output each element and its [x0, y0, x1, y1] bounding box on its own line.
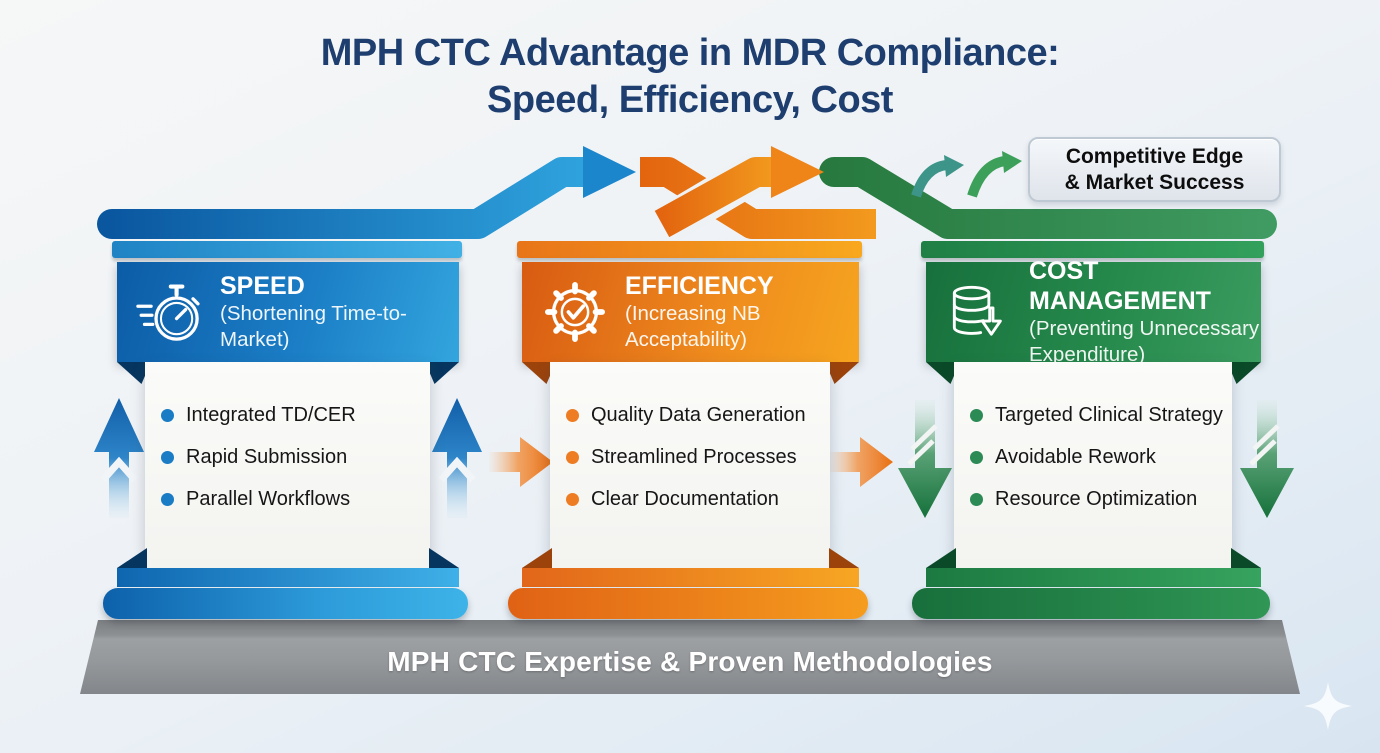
column-cost-top-bar [921, 241, 1264, 258]
bullet-dot [970, 409, 983, 422]
column-speed-title: SPEED [220, 272, 305, 300]
bullet-text: Clear Documentation [591, 488, 779, 510]
column-efficiency-bottom-bar [522, 548, 859, 587]
column-speed: SPEED (Shortening Time-to-Market) Integr… [103, 241, 468, 619]
list-item: Parallel Workflows [161, 486, 430, 513]
column-efficiency-banner: EFFICIENCY (Increasing NB Acceptability) [522, 262, 859, 384]
ribbon-fold [522, 548, 552, 568]
ribbon-fold [425, 362, 459, 384]
list-item: Clear Documentation [566, 486, 830, 513]
bullet-text: Avoidable Rework [995, 446, 1156, 468]
column-cost-card: Targeted Clinical Strategy Avoidable Rew… [954, 362, 1232, 568]
bullet-text: Integrated TD/CER [186, 404, 356, 426]
foundation-label: MPH CTC Expertise & Proven Methodologies [387, 646, 993, 677]
flow-ribbon-blue [97, 157, 601, 239]
ribbon-fold [926, 548, 956, 568]
column-speed-subtitle: (Shortening Time-to-Market) [220, 302, 407, 351]
column-efficiency-heading: EFFICIENCY (Increasing NB Acceptability) [625, 271, 857, 353]
column-efficiency-subtitle: (Increasing NB Acceptability) [625, 302, 761, 351]
ribbon-fold [429, 548, 459, 568]
flow-ribbon-orange-down [640, 157, 876, 239]
outcome-box: Competitive Edge & Market Success [1028, 137, 1281, 202]
list-item: Targeted Clinical Strategy [970, 402, 1232, 429]
bullet-text: Resource Optimization [995, 488, 1198, 510]
ribbon-fold [117, 548, 147, 568]
column-speed-bottom-bar [117, 548, 459, 587]
bullet-text: Quality Data Generation [591, 404, 806, 426]
outcome-line1: Competitive Edge [1065, 144, 1244, 168]
outcome-line2: & Market Success [1064, 170, 1245, 194]
bullet-dot [566, 493, 579, 506]
bullet-text: Rapid Submission [186, 446, 348, 468]
bullet-text: Streamlined Processes [591, 446, 797, 468]
column-efficiency-card: Quality Data Generation Streamlined Proc… [550, 362, 830, 568]
column-speed-base [103, 588, 468, 619]
coins-down-icon [952, 285, 1002, 336]
column-cost-heading: COST MANAGEMENT (Preventing Unnecessary … [1029, 256, 1261, 368]
flow-ribbon-orange-up-halo [657, 152, 776, 242]
column-efficiency: EFFICIENCY (Increasing NB Acceptability)… [508, 241, 868, 619]
swoosh-arrow-green [967, 151, 1022, 198]
bullet-text: Parallel Workflows [186, 488, 351, 510]
flow-arrowhead-orange [771, 146, 824, 198]
list-item: Avoidable Rework [970, 444, 1232, 471]
list-item: Resource Optimization [970, 486, 1232, 513]
ribbon-fold [829, 548, 859, 568]
flow-arrowhead-blue [583, 146, 636, 198]
diagram-title-line2: Speed, Efficiency, Cost [487, 79, 893, 121]
bullet-dot [566, 451, 579, 464]
sparkle-icon [1304, 682, 1352, 730]
column-efficiency-top-bar [517, 241, 862, 258]
bullet-dot [566, 409, 579, 422]
column-cost-banner: COST MANAGEMENT (Preventing Unnecessary … [926, 257, 1261, 384]
bullet-dot [161, 409, 174, 422]
list-item: Integrated TD/CER [161, 402, 430, 429]
column-cost-title: COST MANAGEMENT [1029, 257, 1211, 315]
bullet-dot [970, 493, 983, 506]
diagram-title-line1: MPH CTC Advantage in MDR Compliance: [320, 32, 1060, 74]
list-item: Rapid Submission [161, 444, 430, 471]
column-cost: COST MANAGEMENT (Preventing Unnecessary … [912, 241, 1270, 619]
ribbon-fold [825, 362, 859, 384]
foundation-bar: MPH CTC Expertise & Proven Methodologies [80, 620, 1300, 694]
ribbon-fold [1231, 548, 1261, 568]
column-cost-base [912, 588, 1270, 619]
column-cost-subtitle: (Preventing Unnecessary Expenditure) [1029, 317, 1260, 366]
list-item: Streamlined Processes [566, 444, 830, 471]
swoosh-arrow-teal [911, 155, 964, 198]
column-speed-heading: SPEED (Shortening Time-to-Market) [220, 271, 452, 353]
list-item: Quality Data Generation [566, 402, 830, 429]
bullet-text: Targeted Clinical Strategy [995, 404, 1223, 426]
column-cost-bottom-bar [926, 548, 1261, 587]
gear-check-icon [544, 281, 606, 343]
column-speed-banner: SPEED (Shortening Time-to-Market) [117, 262, 459, 384]
flow-ribbon-orange-up [654, 157, 774, 238]
ribbon-fold [1227, 362, 1261, 384]
diagram-title: MPH CTC Advantage in MDR Compliance: Spe… [0, 30, 1380, 124]
bullet-dot [161, 451, 174, 464]
bullet-dot [161, 493, 174, 506]
bullet-dot [970, 451, 983, 464]
column-efficiency-title: EFFICIENCY [625, 272, 774, 300]
column-efficiency-base [508, 588, 868, 619]
column-speed-top-bar [112, 241, 462, 258]
column-cost-bullet-list: Targeted Clinical Strategy Avoidable Rew… [954, 362, 1232, 513]
stopwatch-icon [136, 284, 200, 341]
column-speed-card: Integrated TD/CER Rapid Submission Paral… [145, 362, 430, 568]
column-efficiency-bullet-list: Quality Data Generation Streamlined Proc… [550, 362, 830, 513]
column-speed-bullet-list: Integrated TD/CER Rapid Submission Paral… [145, 362, 430, 513]
